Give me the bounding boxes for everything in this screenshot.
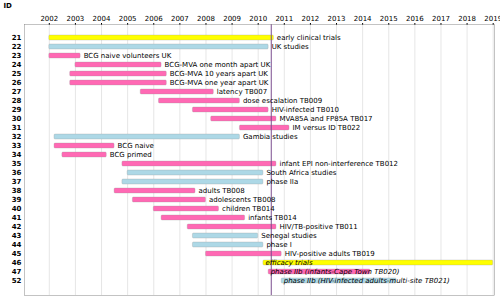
svg-text:efficacy trials: efficacy trials xyxy=(265,259,312,267)
svg-text:BCG-MVA 10 years apart UK: BCG-MVA 10 years apart UK xyxy=(170,70,269,78)
svg-text:2017: 2017 xyxy=(432,15,450,23)
svg-text:2007: 2007 xyxy=(171,15,189,23)
svg-text:adolescents TB008: adolescents TB008 xyxy=(209,196,276,204)
svg-text:dose escalation TB009: dose escalation TB009 xyxy=(243,97,322,105)
svg-text:ID: ID xyxy=(4,2,13,10)
svg-text:children TB014: children TB014 xyxy=(222,205,275,213)
svg-text:35: 35 xyxy=(12,160,22,168)
svg-text:31: 31 xyxy=(12,124,22,132)
svg-text:phase IIb (HIV-infected adults: phase IIb (HIV-infected adults-multi-sit… xyxy=(283,277,450,285)
svg-text:2010: 2010 xyxy=(249,15,267,23)
svg-text:43: 43 xyxy=(12,232,22,240)
svg-text:IM versus ID TB022: IM versus ID TB022 xyxy=(293,124,361,132)
svg-text:BCG naive volunteers UK: BCG naive volunteers UK xyxy=(84,52,172,60)
svg-text:39: 39 xyxy=(12,196,22,204)
svg-text:infants TB014: infants TB014 xyxy=(248,214,297,222)
svg-text:2015: 2015 xyxy=(380,15,398,23)
svg-text:Senegal studies: Senegal studies xyxy=(261,232,317,240)
svg-text:UK studies: UK studies xyxy=(272,43,309,51)
svg-text:33: 33 xyxy=(12,142,22,150)
svg-text:42: 42 xyxy=(12,223,22,231)
svg-text:2013: 2013 xyxy=(328,15,346,23)
svg-text:2003: 2003 xyxy=(67,15,85,23)
svg-text:38: 38 xyxy=(12,187,22,195)
svg-text:2004: 2004 xyxy=(93,15,111,23)
svg-text:HIV-infected TB010: HIV-infected TB010 xyxy=(272,106,339,114)
svg-text:21: 21 xyxy=(12,34,22,42)
svg-text:2016: 2016 xyxy=(406,15,424,23)
svg-text:BCG-MVA one month apart UK: BCG-MVA one month apart UK xyxy=(165,61,271,69)
svg-text:25: 25 xyxy=(12,70,22,78)
svg-text:28: 28 xyxy=(12,97,22,105)
svg-text:2018: 2018 xyxy=(458,15,476,23)
svg-text:23: 23 xyxy=(12,52,22,60)
svg-text:MVA85A and FP85A TB017: MVA85A and FP85A TB017 xyxy=(279,115,372,123)
svg-text:37: 37 xyxy=(12,178,22,186)
svg-text:2014: 2014 xyxy=(354,15,372,23)
svg-text:2002: 2002 xyxy=(40,15,58,23)
svg-text:24: 24 xyxy=(12,61,22,69)
svg-text:46: 46 xyxy=(12,259,22,267)
svg-text:2008: 2008 xyxy=(197,15,215,23)
svg-text:2012: 2012 xyxy=(302,15,320,23)
svg-text:early clinical trials: early clinical trials xyxy=(277,34,341,42)
svg-text:BCG naive: BCG naive xyxy=(118,142,154,150)
svg-text:52: 52 xyxy=(12,277,22,285)
svg-text:BCG-MVA one year apart UK: BCG-MVA one year apart UK xyxy=(170,79,269,87)
svg-text:34: 34 xyxy=(12,151,22,159)
svg-text:South Africa studies: South Africa studies xyxy=(266,169,336,177)
svg-text:2006: 2006 xyxy=(145,15,163,23)
svg-text:infant EPI non-interference TB: infant EPI non-interference TB012 xyxy=(279,160,398,168)
svg-text:2019: 2019 xyxy=(484,15,500,23)
svg-text:41: 41 xyxy=(12,214,22,222)
svg-text:2005: 2005 xyxy=(119,15,137,23)
svg-text:29: 29 xyxy=(12,106,22,114)
svg-text:phase IIa: phase IIa xyxy=(266,178,298,186)
svg-text:adults TB008: adults TB008 xyxy=(199,187,245,195)
svg-text:2009: 2009 xyxy=(223,15,241,23)
svg-text:44: 44 xyxy=(12,241,22,249)
svg-text:40: 40 xyxy=(12,205,22,213)
svg-text:30: 30 xyxy=(12,115,22,123)
svg-text:36: 36 xyxy=(12,169,22,177)
svg-text:phase I: phase I xyxy=(266,241,291,249)
svg-text:27: 27 xyxy=(12,88,22,96)
svg-text:32: 32 xyxy=(12,133,22,141)
svg-text:phase IIb (infants-Cape Town T: phase IIb (infants-Cape Town TB020) xyxy=(270,268,400,276)
svg-text:HIV/TB-positive TB011: HIV/TB-positive TB011 xyxy=(279,223,357,231)
svg-text:26: 26 xyxy=(12,79,22,87)
svg-text:22: 22 xyxy=(12,43,22,51)
svg-text:BCG primed: BCG primed xyxy=(110,151,152,159)
svg-text:Gambia studies: Gambia studies xyxy=(243,133,298,141)
svg-text:2011: 2011 xyxy=(275,15,293,23)
svg-text:HIV-positive adults TB019: HIV-positive adults TB019 xyxy=(285,250,375,258)
svg-text:47: 47 xyxy=(12,268,22,276)
svg-text:45: 45 xyxy=(12,250,22,258)
svg-text:latency TB007: latency TB007 xyxy=(217,88,267,96)
